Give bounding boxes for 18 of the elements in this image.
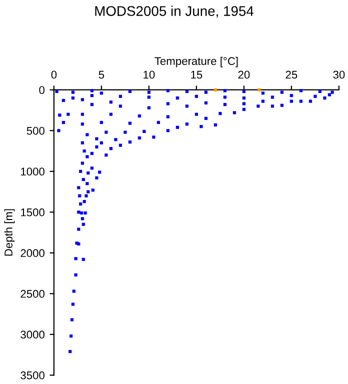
- x-tick-label: 0: [51, 70, 57, 79]
- y-tick-label: 2500: [20, 290, 44, 298]
- y-tick-label: 3000: [20, 330, 44, 339]
- x-tick-label: 25: [286, 70, 298, 79]
- x-tick-label: 5: [98, 70, 104, 79]
- x-tick-label: 15: [191, 70, 202, 79]
- x-tick-label: 30: [333, 70, 345, 79]
- y-tick-label: 500: [26, 126, 44, 135]
- y-axis-title: Depth [m]: [4, 209, 15, 256]
- y-tick-label: 1500: [21, 208, 44, 216]
- x-axis-title: Temperature [°C]: [154, 56, 238, 68]
- x-tick-label: 20: [238, 70, 250, 79]
- y-tick-label: 0: [39, 86, 44, 94]
- y-tick-label: 2000: [20, 249, 44, 258]
- y-tick-label: 1000: [21, 168, 44, 176]
- chart-title: MODS2005 in June, 1954: [95, 6, 254, 18]
- y-tick-label: 3500: [20, 371, 44, 380]
- x-tick-label: 10: [144, 70, 155, 79]
